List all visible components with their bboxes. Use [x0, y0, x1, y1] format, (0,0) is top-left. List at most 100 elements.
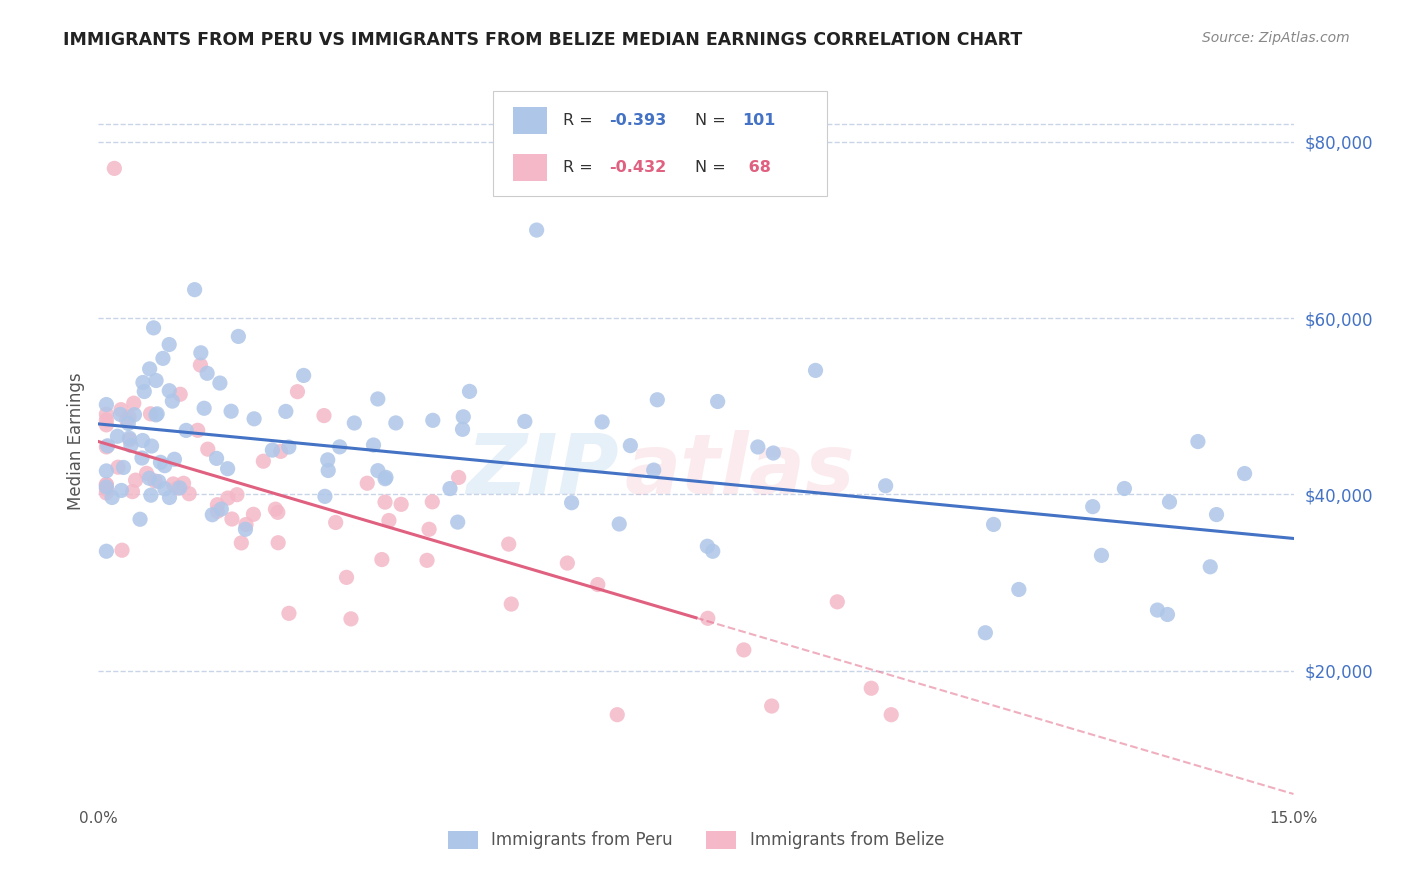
Point — [201, 508, 224, 522]
Point — [586, 577, 609, 591]
Point — [1090, 549, 1112, 563]
Point — [217, 461, 239, 475]
Point — [117, 417, 139, 431]
Point — [1146, 603, 1168, 617]
Point — [367, 464, 389, 478]
Point — [252, 454, 274, 468]
Point — [138, 362, 160, 376]
Point — [208, 376, 231, 390]
Text: R =: R = — [564, 161, 598, 175]
Point — [314, 489, 336, 503]
Point — [761, 699, 783, 714]
Point — [111, 543, 134, 558]
Text: ZIP: ZIP — [465, 430, 619, 511]
Point — [124, 473, 146, 487]
Point — [226, 488, 249, 502]
Point — [374, 470, 396, 484]
Point — [169, 481, 191, 495]
Point — [827, 595, 849, 609]
Point — [124, 408, 146, 422]
Point — [1233, 467, 1256, 481]
Point — [209, 502, 232, 516]
Point — [131, 450, 153, 465]
Point — [447, 470, 470, 484]
Point — [325, 516, 347, 530]
Point — [277, 440, 299, 454]
Point — [162, 477, 184, 491]
Point — [217, 491, 239, 505]
Point — [1159, 495, 1181, 509]
Point — [148, 475, 170, 489]
Legend: Immigrants from Peru, Immigrants from Belize: Immigrants from Peru, Immigrants from Be… — [441, 824, 950, 856]
Point — [157, 384, 180, 398]
Point — [159, 491, 181, 505]
Point — [526, 223, 548, 237]
Point — [875, 479, 897, 493]
Point — [974, 625, 997, 640]
Point — [153, 482, 176, 496]
Text: N =: N = — [695, 113, 731, 128]
Point — [374, 472, 396, 486]
Point — [96, 477, 118, 491]
Point — [163, 452, 186, 467]
Point — [439, 482, 461, 496]
Point — [129, 512, 152, 526]
Point — [316, 453, 339, 467]
Point — [153, 458, 176, 473]
Point — [243, 412, 266, 426]
Point — [1156, 607, 1178, 622]
Point — [363, 438, 385, 452]
Point — [143, 474, 166, 488]
FancyBboxPatch shape — [513, 154, 547, 181]
Point — [193, 401, 215, 416]
Point — [205, 451, 228, 466]
Point — [96, 480, 118, 494]
Point — [235, 522, 257, 536]
Point — [706, 394, 728, 409]
Point — [1081, 500, 1104, 514]
Point — [107, 460, 129, 475]
Text: IMMIGRANTS FROM PERU VS IMMIGRANTS FROM BELIZE MEDIAN EARNINGS CORRELATION CHART: IMMIGRANTS FROM PERU VS IMMIGRANTS FROM … — [63, 31, 1022, 49]
Point — [132, 376, 155, 390]
Point — [173, 476, 195, 491]
Text: 68: 68 — [742, 161, 770, 175]
Point — [880, 707, 903, 722]
Point — [983, 517, 1005, 532]
Point — [141, 439, 163, 453]
Point — [416, 553, 439, 567]
Point — [374, 495, 396, 509]
Point — [120, 438, 142, 452]
Point — [804, 363, 827, 377]
Point — [96, 486, 118, 500]
Point — [157, 337, 180, 351]
Point — [292, 368, 315, 383]
Point — [733, 643, 755, 657]
Text: 101: 101 — [742, 113, 776, 128]
Point — [118, 409, 141, 424]
Point — [1187, 434, 1209, 449]
Point — [115, 413, 138, 427]
Point — [335, 570, 357, 584]
Text: -0.432: -0.432 — [609, 161, 666, 175]
Point — [696, 611, 718, 625]
Point — [1114, 482, 1136, 496]
Point — [242, 508, 264, 522]
Point — [591, 415, 613, 429]
Point — [557, 556, 579, 570]
Point — [378, 514, 401, 528]
Point — [118, 433, 141, 447]
Point — [139, 407, 162, 421]
Point — [139, 488, 162, 502]
Point — [1205, 508, 1227, 522]
Point — [183, 283, 205, 297]
Point — [121, 484, 143, 499]
Text: R =: R = — [564, 113, 598, 128]
Point — [607, 516, 630, 531]
Text: atlas: atlas — [624, 430, 855, 511]
Point — [179, 487, 201, 501]
Point — [860, 681, 883, 696]
Point — [501, 597, 523, 611]
Point — [96, 398, 118, 412]
Point — [356, 476, 378, 491]
Point — [110, 408, 132, 422]
